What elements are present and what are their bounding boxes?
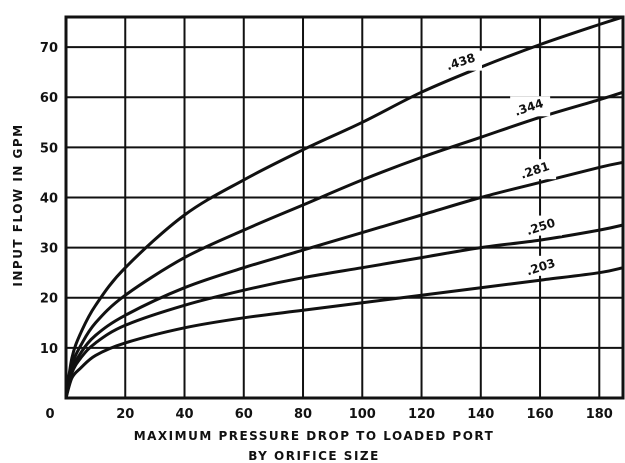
curve-label-bg-203: [522, 255, 563, 276]
x-tick-label-140: 140: [467, 407, 494, 422]
curve-203: [64, 266, 625, 400]
x-tick-label-120: 120: [408, 407, 435, 422]
curve-281: [64, 160, 625, 400]
curve-label-bg-281: [516, 159, 557, 180]
curve-438: [64, 15, 625, 400]
x-tick-label-60: 60: [235, 407, 253, 422]
curve-label-bg-250: [522, 215, 563, 236]
grid: [64, 15, 625, 400]
curve-labels: .438.344.281.250.203: [442, 50, 563, 278]
x-tick-label-100: 100: [349, 407, 376, 422]
tick-labels: 0 20 40 60 80 100 120 140 160 180 10 20 30 40 50 60 70: [40, 41, 613, 422]
curve-344: [64, 90, 625, 400]
plot-frame: [64, 15, 625, 400]
y-tick-label-20: 20: [40, 292, 58, 307]
x-axis-title-line2: BY ORIFICE SIZE: [248, 449, 380, 463]
x-tick-label-40: 40: [175, 407, 193, 422]
curve-label-bg-438: [442, 50, 483, 71]
x-tick-label-20: 20: [116, 407, 134, 422]
y-tick-label-60: 60: [40, 91, 58, 106]
y-tick-label-30: 30: [40, 242, 58, 257]
y-tick-label-50: 50: [40, 141, 58, 156]
x-tick-label-160: 160: [526, 407, 553, 422]
curve-label-bg-344: [510, 96, 551, 117]
y-tick-label-70: 70: [40, 41, 58, 56]
x-tick-label-180: 180: [586, 407, 613, 422]
x-tick-label-80: 80: [294, 407, 312, 422]
x-tick-label-0: 0: [45, 407, 54, 422]
x-axis-title-line1: MAXIMUM PRESSURE DROP TO LOADED PORT: [134, 429, 495, 443]
y-tick-label-10: 10: [40, 342, 58, 357]
curves: [64, 15, 625, 400]
y-tick-label-40: 40: [40, 191, 58, 206]
curve-250: [64, 223, 625, 400]
y-axis-title: INPUT FLOW IN GPM: [11, 123, 25, 286]
